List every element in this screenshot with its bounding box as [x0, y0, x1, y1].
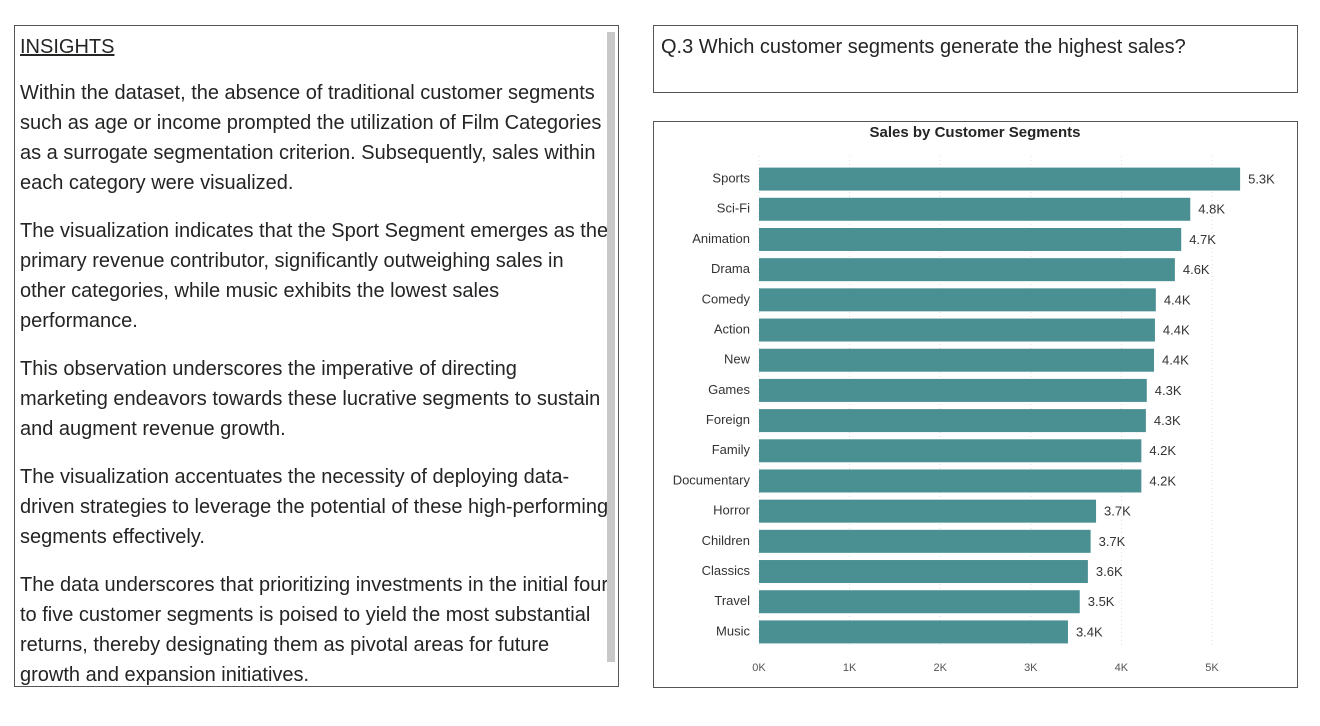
insight-paragraph: The visualization accentuates the necess…	[20, 466, 609, 548]
insights-text: INSIGHTS Within the dataset, the absence…	[20, 32, 610, 686]
y-tick-label: Foreign	[706, 412, 750, 427]
value-label: 4.3K	[1155, 383, 1182, 398]
bar	[759, 560, 1088, 584]
y-tick-label: Animation	[692, 231, 750, 246]
y-tick-label: Drama	[711, 261, 751, 276]
y-tick-label: Comedy	[702, 291, 751, 306]
x-tick-label: 4K	[1115, 662, 1129, 674]
scrollbar[interactable]	[607, 32, 615, 662]
y-tick-label: Travel	[714, 593, 750, 608]
y-tick-label: Music	[716, 623, 750, 638]
bar	[759, 167, 1241, 191]
bar	[759, 469, 1142, 493]
value-label: 4.7K	[1189, 232, 1216, 247]
x-tick-label: 1K	[843, 662, 857, 674]
bar	[759, 590, 1080, 614]
x-tick-label: 0K	[752, 662, 766, 674]
x-tick-label: 3K	[1024, 662, 1038, 674]
y-tick-label: Documentary	[673, 472, 751, 487]
bar	[759, 409, 1146, 433]
insight-paragraph: Within the dataset, the absence of tradi…	[20, 82, 602, 194]
value-label: 4.4K	[1163, 322, 1190, 337]
bar	[759, 318, 1155, 342]
value-label: 3.4K	[1076, 624, 1103, 639]
y-tick-label: Games	[708, 382, 750, 397]
y-tick-label: Sports	[712, 171, 750, 186]
value-label: 4.4K	[1162, 353, 1189, 368]
value-label: 4.2K	[1149, 443, 1176, 458]
x-tick-label: 2K	[933, 662, 947, 674]
value-label: 3.7K	[1099, 534, 1126, 549]
value-label: 4.2K	[1149, 473, 1176, 488]
insight-paragraph: The visualization indicates that the Spo…	[20, 220, 609, 332]
insight-paragraph: The data underscores that prioritizing i…	[20, 574, 609, 686]
y-tick-label: Horror	[713, 503, 751, 518]
y-tick-label: Action	[714, 321, 750, 336]
value-label: 3.6K	[1096, 564, 1123, 579]
y-tick-label: Classics	[702, 563, 751, 578]
bar	[759, 227, 1182, 251]
bar	[759, 529, 1091, 553]
value-label: 4.3K	[1154, 413, 1181, 428]
y-tick-label: Family	[712, 442, 751, 457]
insights-panel: INSIGHTS Within the dataset, the absence…	[14, 25, 619, 687]
y-tick-label: Children	[702, 533, 750, 548]
insights-heading: INSIGHTS	[20, 36, 115, 58]
value-label: 3.5K	[1088, 594, 1115, 609]
value-label: 3.7K	[1104, 504, 1131, 519]
bar	[759, 348, 1155, 372]
insight-paragraph: This observation underscores the imperat…	[20, 358, 601, 440]
bar	[759, 620, 1068, 644]
value-label: 4.6K	[1183, 262, 1210, 277]
value-label: 5.3K	[1248, 172, 1275, 187]
value-label: 4.8K	[1198, 202, 1225, 217]
value-label: 4.4K	[1164, 292, 1191, 307]
question-box: Q.3 Which customer segments generate the…	[653, 25, 1298, 93]
y-tick-label: Sci-Fi	[717, 201, 750, 216]
bar	[759, 499, 1097, 523]
bar	[759, 258, 1175, 282]
bar	[759, 288, 1156, 312]
x-tick-label: 5K	[1205, 662, 1219, 674]
bar	[759, 439, 1142, 463]
bar	[759, 378, 1147, 402]
y-tick-label: New	[724, 352, 751, 367]
bar	[759, 197, 1191, 221]
chart-title: Sales by Customer Segments	[870, 124, 1081, 141]
chart: Sales by Customer Segments 0K 1K 2K 3K 4K 5K S…	[653, 121, 1298, 688]
